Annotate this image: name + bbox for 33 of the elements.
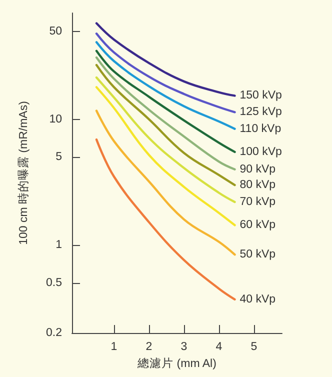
x-tick-label: 5 <box>250 341 258 353</box>
series-label: 70 kVp <box>240 196 276 208</box>
y-tick-label: 10 <box>49 113 62 126</box>
series-label: 80 kVp <box>240 179 276 192</box>
series-label: 110 kVp <box>240 122 282 135</box>
line-series <box>95 86 236 226</box>
line-series <box>95 22 236 97</box>
x-tick-label: 4 <box>216 341 223 353</box>
line-series <box>95 41 236 130</box>
series-label: 60 kVp <box>240 219 276 232</box>
y-tick-label: 0.2 <box>46 327 62 339</box>
line-series <box>95 138 236 300</box>
series-label: 90 kVp <box>240 163 276 176</box>
y-tick-label: 1 <box>56 239 62 252</box>
y-tick-label: 5 <box>56 151 62 164</box>
x-tick-label: 3 <box>180 341 188 353</box>
series-label: 50 kVp <box>240 248 276 261</box>
line-series <box>95 64 236 186</box>
x-axis-title: 總濾片 (mm Al) <box>136 356 217 370</box>
y-tick-label: 50 <box>49 25 62 38</box>
x-tick-label: 1 <box>110 341 118 353</box>
y-axis-title: 100 cm 時的曝露 (mR/mAs) <box>17 100 30 245</box>
line-series <box>95 76 236 204</box>
line-series <box>95 56 236 170</box>
line-series <box>95 50 236 154</box>
x-tick-label: 2 <box>146 341 152 353</box>
y-tick-label: 0.5 <box>46 276 62 289</box>
line-series <box>95 32 236 114</box>
series-label: 150 kVp <box>240 90 282 102</box>
series-label: 125 kVp <box>240 106 282 118</box>
series-label: 40 kVp <box>240 293 276 306</box>
line-series <box>95 110 236 256</box>
series-label: 100 kVp <box>240 146 282 158</box>
